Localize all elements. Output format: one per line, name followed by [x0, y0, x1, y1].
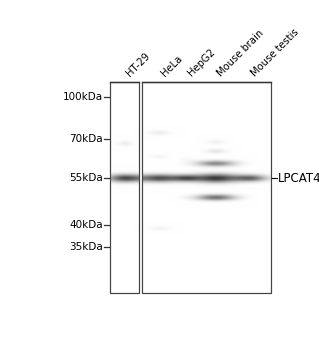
Bar [40, 42, 110, 312]
Bar [40, 293, 287, 312]
Bar [139, 42, 143, 312]
Text: 40kDa: 40kDa [69, 220, 103, 230]
Text: LPCAT4: LPCAT4 [278, 172, 319, 184]
Text: Mouse testis: Mouse testis [249, 27, 300, 78]
Bar [143, 83, 271, 293]
Text: Mouse brain: Mouse brain [216, 28, 266, 78]
Text: 35kDa: 35kDa [69, 243, 103, 252]
Text: 100kDa: 100kDa [63, 92, 103, 102]
Bar [143, 83, 271, 293]
Text: HT-29: HT-29 [124, 51, 152, 78]
Text: 70kDa: 70kDa [69, 134, 103, 144]
Bar [40, 42, 287, 83]
Text: 55kDa: 55kDa [69, 173, 103, 183]
Text: HepG2: HepG2 [186, 47, 217, 78]
Bar [110, 83, 139, 293]
Text: HeLa: HeLa [159, 54, 184, 78]
Bar [271, 42, 287, 312]
Bar [110, 83, 139, 293]
Bar [110, 83, 139, 293]
Bar [143, 83, 271, 293]
